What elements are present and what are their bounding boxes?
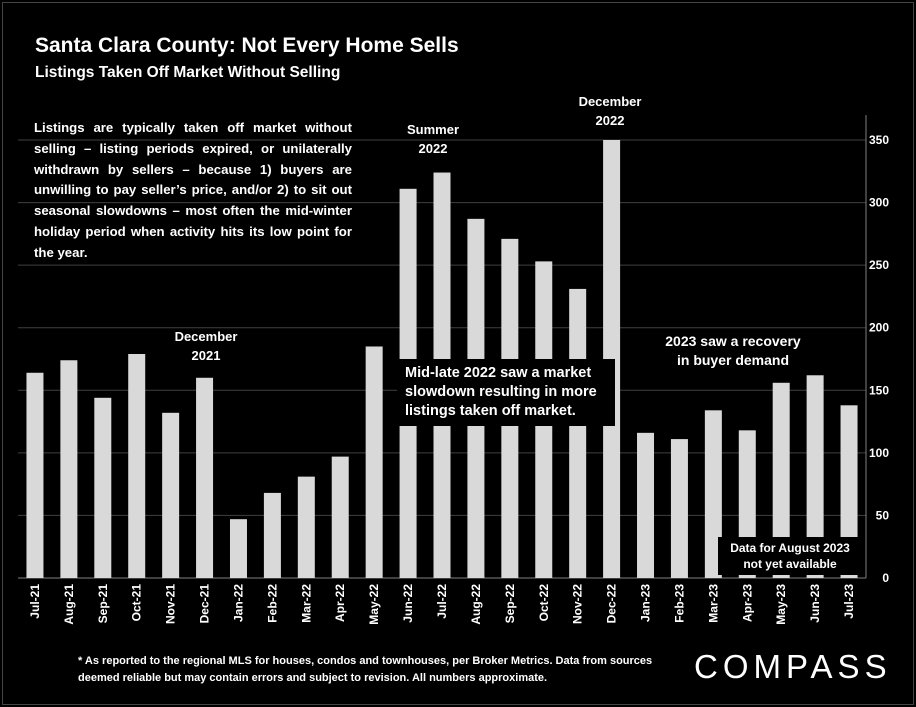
x-tick-label: Mar-23 — [706, 584, 720, 623]
annotation-line: Summer — [406, 122, 460, 137]
bar-nov-22 — [569, 288, 587, 578]
y-tick-label: 250 — [869, 258, 889, 272]
x-tick-label: May-23 — [774, 584, 788, 625]
bar-oct-21 — [128, 353, 146, 578]
annotation-line: 2021 — [191, 348, 221, 363]
bar-may-23 — [772, 382, 790, 578]
y-tick-label: 300 — [869, 196, 889, 210]
x-tick-label: Aug-22 — [469, 584, 483, 625]
annotation-line: December — [174, 329, 238, 344]
bar-mar-23 — [704, 410, 722, 578]
annotation-line: 2022 — [595, 113, 625, 128]
x-tick-label: Nov-21 — [164, 584, 178, 624]
x-tick-label: Jul-22 — [435, 584, 449, 619]
x-tick-label: Oct-21 — [130, 584, 144, 622]
annotation-august-note: Data for August 2023 not yet available — [718, 537, 862, 575]
x-tick-label: Dec-21 — [198, 584, 212, 624]
annotation-line: Mid-late 2022 saw a market — [405, 365, 592, 381]
y-tick-label: 100 — [869, 446, 889, 460]
page-subtitle: Listings Taken Off Market Without Sellin… — [35, 64, 341, 81]
annotation-line: December — [578, 94, 642, 109]
bar-feb-23 — [670, 439, 688, 578]
bar-jun-23 — [806, 375, 824, 578]
bar-sep-21 — [94, 397, 112, 578]
bar-feb-22 — [263, 492, 281, 578]
x-tick-label: Mar-22 — [299, 584, 313, 623]
x-tick-label: Apr-23 — [740, 584, 754, 622]
annotation-line: 2023 saw a recovery — [665, 333, 801, 349]
annotation-line: 2022 — [418, 141, 448, 156]
intro-paragraph: Listings are typically taken off market … — [34, 120, 352, 260]
x-tick-label: May-22 — [367, 584, 381, 625]
x-tick-label: Jan-23 — [639, 584, 653, 622]
bar-jan-22 — [229, 519, 247, 578]
annotation-december-2022: December 2022 — [568, 92, 652, 130]
bar-jan-23 — [637, 432, 655, 578]
bar-dec-21 — [196, 377, 214, 578]
bar-jul-21 — [26, 372, 44, 578]
x-tick-label: Feb-23 — [672, 584, 686, 623]
annotation-line: Data for August 2023 — [730, 541, 850, 555]
annotation-recovery-2023: 2023 saw a recovery in buyer demand — [648, 332, 818, 370]
x-tick-label: Sep-22 — [503, 584, 517, 624]
x-tick-label: Dec-22 — [605, 584, 619, 624]
x-tick-label: Nov-22 — [571, 584, 585, 624]
annotation-line: listings taken off market. — [405, 403, 576, 419]
annotation-line: not yet available — [743, 557, 837, 571]
annotation-line: in buyer demand — [676, 352, 790, 368]
y-tick-label: 0 — [882, 571, 889, 585]
x-tick-label: Jun-22 — [401, 584, 415, 623]
footnote: * As reported to the regional MLS for ho… — [78, 655, 653, 684]
x-tick-label: Jan-22 — [231, 584, 245, 622]
annotation-line: slowdown resulting in more — [405, 384, 597, 400]
page-title: Santa Clara County: Not Every Home Sells — [35, 34, 459, 57]
x-tick-label: Jun-23 — [808, 584, 822, 623]
bar-nov-21 — [162, 412, 180, 578]
x-tick-label: Feb-22 — [265, 584, 279, 623]
x-tick-label: Jul-23 — [842, 584, 856, 619]
bar-apr-22 — [331, 456, 349, 578]
bar-may-22 — [365, 346, 383, 578]
annotation-summer-2022: Summer 2022 — [393, 120, 473, 158]
annotation-slowdown-box: Mid-late 2022 saw a market slowdown resu… — [397, 359, 615, 426]
x-tick-label: Apr-22 — [333, 584, 347, 622]
bar-jul-23 — [840, 405, 858, 578]
bar-mar-22 — [297, 476, 315, 578]
x-tick-label: Oct-22 — [537, 584, 551, 622]
bar-aug-21 — [60, 360, 78, 578]
x-tick-label: Aug-21 — [62, 584, 76, 625]
compass-logo: COMPASS — [694, 648, 892, 685]
y-tick-label: 200 — [869, 321, 889, 335]
x-tick-label: Sep-21 — [96, 584, 110, 624]
x-tick-label: Jul-21 — [28, 584, 42, 619]
y-tick-label: 50 — [876, 508, 890, 522]
y-tick-label: 150 — [869, 383, 889, 397]
y-tick-label: 350 — [869, 133, 889, 147]
annotation-december-2021: December 2021 — [166, 327, 246, 365]
